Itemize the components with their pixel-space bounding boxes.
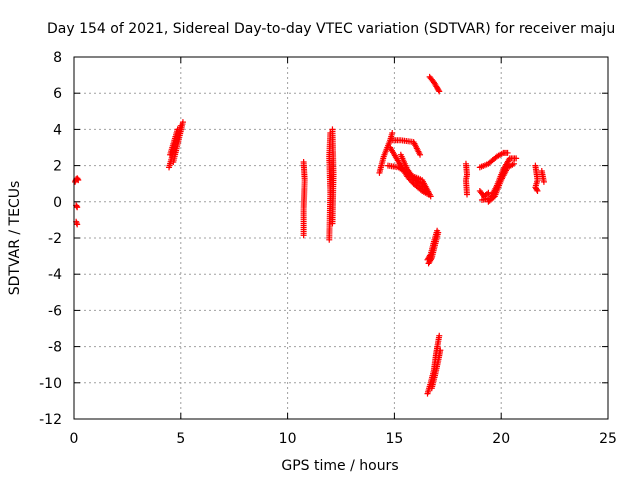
- data-point: [534, 187, 541, 194]
- x-axis-label: GPS time / hours: [281, 458, 398, 474]
- data-point: [504, 149, 511, 156]
- data-point: [435, 87, 442, 94]
- y-tick-label: -12: [39, 412, 62, 428]
- x-tick-label: 15: [385, 431, 403, 447]
- data-point: [179, 119, 186, 126]
- data-point: [425, 191, 432, 198]
- y-tick-labels: -12 -10 -8 -6 -4 -2 0 2 4 6 8: [39, 50, 62, 428]
- data-points: [72, 73, 547, 397]
- data-point: [74, 221, 81, 228]
- x-tick-label: 20: [492, 431, 510, 447]
- y-tick-label: -6: [48, 303, 62, 319]
- y-tick-label: 2: [53, 159, 62, 175]
- y-tick-label: -8: [48, 340, 62, 356]
- data-point: [511, 160, 518, 167]
- y-tick-label: 6: [53, 86, 62, 102]
- y-tick-label: -4: [48, 267, 62, 283]
- data-point: [434, 227, 441, 234]
- data-point: [485, 189, 492, 196]
- data-point: [74, 204, 81, 211]
- y-tick-label: 4: [53, 122, 62, 138]
- data-point: [329, 126, 336, 133]
- data-point: [423, 187, 430, 194]
- data-point: [513, 155, 520, 162]
- chart-title: Day 154 of 2021, Sidereal Day-to-day VTE…: [47, 21, 615, 37]
- data-point: [464, 191, 471, 198]
- y-tick-label: 8: [53, 50, 62, 66]
- data-point: [436, 88, 443, 95]
- data-point: [533, 186, 540, 193]
- data-point: [426, 252, 433, 259]
- x-tick-label: 5: [176, 431, 185, 447]
- data-point: [437, 347, 444, 354]
- data-point: [417, 151, 424, 158]
- y-tick-label: 0: [53, 195, 62, 211]
- data-point: [75, 177, 82, 184]
- x-tick-label: 0: [70, 431, 79, 447]
- grid-lines: [74, 57, 608, 419]
- data-point: [436, 332, 443, 339]
- y-tick-label: -10: [39, 376, 62, 392]
- x-tick-label: 25: [599, 431, 617, 447]
- data-point: [389, 130, 396, 137]
- data-point: [174, 126, 181, 133]
- data-point: [540, 178, 547, 185]
- data-point: [300, 232, 307, 239]
- x-tick-labels: 0 5 10 15 20 25: [70, 431, 617, 447]
- y-axis-label: SDTVAR / TECUs: [7, 181, 23, 296]
- x-tick-label: 10: [279, 431, 297, 447]
- y-tick-label: -2: [48, 231, 62, 247]
- axis-ticks: [73, 56, 609, 420]
